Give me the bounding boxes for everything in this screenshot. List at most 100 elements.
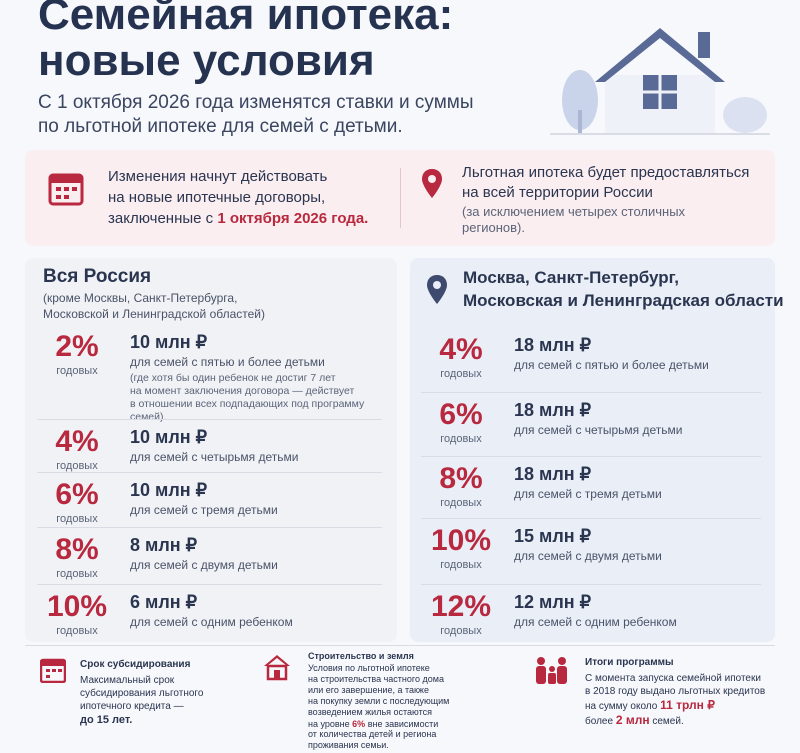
rate-period: годовых — [56, 568, 98, 580]
banner-text: заключенные с 1 октября 2026 года. — [108, 208, 368, 229]
panel-note: Московской и Ленинградской областей) — [43, 307, 265, 321]
rate: 10% — [46, 590, 108, 623]
footer-text: на сумму около 11 трлн ₽ — [585, 699, 715, 713]
rate-period: годовых — [440, 497, 482, 509]
rate: 6% — [439, 398, 483, 431]
footer-text: субсидирования льготного — [80, 688, 204, 699]
rate: 12% — [430, 590, 492, 623]
footer-highlight: 6% — [352, 719, 366, 729]
subtitle-line: по льготной ипотеке для семей с детьми. — [38, 116, 403, 137]
rate-period: годовых — [440, 559, 482, 571]
footer-text: на строительства частного дома — [308, 674, 444, 684]
footer-text: проживания семьи. — [308, 740, 389, 750]
row-divider — [37, 419, 382, 420]
footer-text: Условия по льготной ипотеке — [308, 663, 430, 673]
description: для семей с пятью и более детьми — [130, 355, 325, 369]
amount: 18 млн ₽ — [514, 464, 592, 484]
footer-text: возведением жилья остаются — [308, 707, 432, 717]
footer-text: более — [585, 716, 614, 727]
banner-text: заключенные с — [108, 210, 214, 227]
description: для семей с двумя детьми — [514, 549, 662, 563]
title-line: новые условия — [38, 36, 375, 85]
rate: 4% — [55, 425, 99, 458]
amount: 10 млн ₽ — [130, 480, 208, 500]
rate: 8% — [439, 462, 483, 495]
rate-period: годовых — [440, 368, 482, 380]
banner-text: Льготная ипотека будет предоставляться — [462, 164, 750, 181]
rate-period: годовых — [56, 365, 98, 377]
amount: 6 млн ₽ — [130, 592, 198, 612]
footer-text: на уровне 6% вне зависимости — [308, 718, 438, 730]
description: для семей с четырьмя детьми — [130, 450, 299, 464]
row-divider — [37, 527, 382, 528]
rate-period: годовых — [440, 625, 482, 637]
panel-note: (кроме Москвы, Санкт-Петербурга, — [43, 291, 238, 305]
row-note: семей). — [130, 411, 167, 423]
description: для семей с тремя детьми — [130, 503, 278, 517]
row-divider — [421, 392, 761, 393]
rate-period: годовых — [56, 460, 98, 472]
russia-panel — [25, 258, 397, 642]
footer-title: Строительство и земля — [308, 651, 414, 661]
row-divider — [37, 584, 382, 585]
description: для семей с четырьмя детьми — [514, 423, 683, 437]
amount: 18 млн ₽ — [514, 335, 592, 355]
calendar-icon — [48, 173, 84, 206]
house-illustration — [550, 28, 770, 135]
rate-period: годовых — [440, 433, 482, 445]
footer-title: Итоги программы — [585, 657, 674, 668]
footer-title: Срок субсидирования — [80, 659, 191, 670]
footer-highlight: 11 трлн ₽ — [660, 698, 715, 712]
banner-text: Изменения начнут действовать — [108, 168, 328, 185]
rate: 2% — [55, 330, 99, 363]
banner-text: на новые ипотечные договоры, — [108, 189, 326, 206]
row-divider — [37, 472, 382, 473]
description: для семей с одним ребенком — [130, 615, 293, 629]
subtitle-line: С 1 октября 2026 года изменятся ставки и… — [38, 92, 474, 113]
footer-text: от количества детей и региона — [308, 729, 437, 739]
rate-period: годовых — [56, 625, 98, 637]
pin-icon — [422, 169, 442, 198]
row-note: на момент заключения договора — действуе… — [130, 385, 355, 397]
panel-title: Вся Россия — [43, 266, 152, 287]
row-divider — [421, 456, 761, 457]
footer-text: вне зависимости — [367, 719, 439, 729]
amount: 10 млн ₽ — [130, 427, 208, 447]
footer-highlight: до 15 лет. — [80, 714, 133, 726]
banner-note: регионов). — [462, 220, 525, 235]
pin-icon — [427, 275, 447, 304]
panel-title: Московская и Ленинградская области — [463, 291, 784, 310]
title-line: Семейная ипотека: — [38, 0, 454, 39]
amount: 8 млн ₽ — [130, 535, 198, 555]
footer-text: Максимальный срок — [80, 675, 175, 686]
footer-text: С момента запуска семейной ипотеки — [585, 673, 761, 684]
capitals-panel — [410, 258, 775, 642]
amount: 12 млн ₽ — [514, 592, 592, 612]
calendar-icon — [40, 658, 66, 683]
footer-text: или его завершение, а также — [308, 685, 429, 695]
footer-text: на покупку земли с последующим — [308, 696, 450, 706]
amount: 10 млн ₽ — [130, 332, 208, 352]
family-icon — [536, 657, 567, 684]
separator — [400, 168, 401, 228]
description: для семей с пятью и более детьми — [514, 358, 709, 372]
separator — [25, 645, 775, 646]
footer-text: на уровне — [308, 719, 350, 729]
banner-text: на всей территории России — [462, 184, 653, 201]
home-icon — [264, 655, 290, 681]
footer-text: на сумму около — [585, 701, 658, 712]
banner-highlight: 1 октября 2026 года. — [217, 210, 369, 227]
footer-text: более 2 млн семей. — [585, 714, 684, 728]
rate: 4% — [439, 333, 483, 366]
row-note: (где хотя бы один ребенок не достиг 7 ле… — [130, 372, 336, 384]
panel-title: Москва, Санкт-Петербург, — [463, 268, 679, 287]
rate: 6% — [55, 478, 99, 511]
rate: 10% — [430, 524, 492, 557]
footer-text: в 2018 году выдано льготных кредитов — [585, 686, 766, 697]
rate: 8% — [55, 533, 99, 566]
banner-note: (за исключением четырех столичных — [462, 204, 686, 219]
footer-highlight: 2 млн — [615, 713, 650, 727]
description: для семей с одним ребенком — [514, 615, 677, 629]
amount: 18 млн ₽ — [514, 400, 592, 420]
